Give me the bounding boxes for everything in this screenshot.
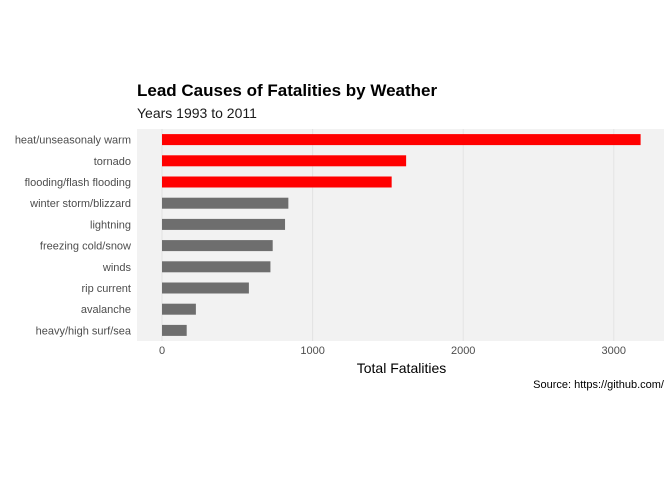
bar [162, 197, 289, 209]
chart-title: Lead Causes of Fatalities by Weather [137, 81, 438, 100]
y-tick-label: winds [102, 262, 132, 274]
y-tick-label: winter storm/blizzard [29, 198, 131, 210]
bar [162, 261, 271, 273]
y-tick-label: freezing cold/snow [40, 241, 131, 253]
x-tick-label: 3000 [602, 345, 626, 357]
bar [162, 303, 196, 315]
bar [162, 176, 392, 188]
y-tick-label: avalanche [81, 304, 131, 316]
bar [162, 282, 249, 294]
chart-caption: Source: https://github.com/ [533, 379, 664, 391]
bar [162, 155, 407, 167]
bar [162, 134, 641, 146]
x-tick-label: 0 [159, 345, 165, 357]
chart-subtitle: Years 1993 to 2011 [137, 105, 257, 121]
y-tick-label: lightning [90, 219, 131, 231]
x-tick-label: 1000 [300, 345, 324, 357]
bar [162, 218, 286, 230]
bar [162, 240, 273, 252]
y-tick-label: heat/unseasonaly warm [15, 135, 131, 147]
y-tick-label: flooding/flash flooding [25, 177, 131, 189]
x-axis-label: Total Fatalities [357, 360, 446, 376]
bar [162, 324, 187, 336]
y-tick-label: tornado [94, 156, 131, 168]
x-tick-label: 2000 [451, 345, 475, 357]
y-tick-label: rip current [81, 283, 131, 295]
y-tick-label: heavy/high surf/sea [36, 325, 132, 337]
